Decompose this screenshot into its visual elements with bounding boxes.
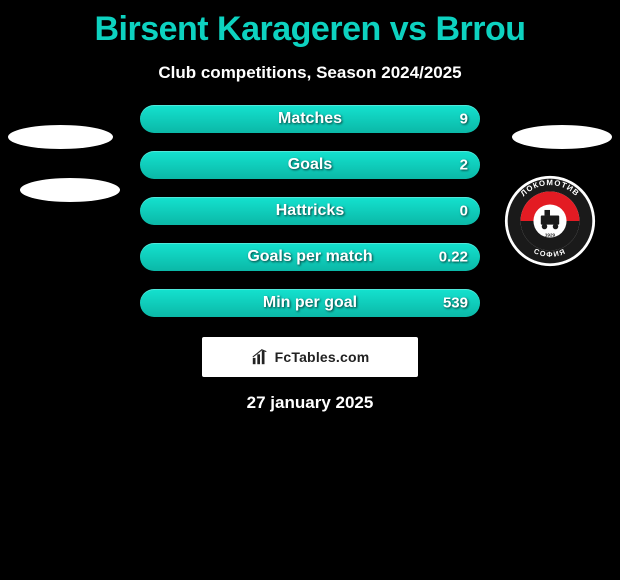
player-left-club-placeholder <box>20 178 120 202</box>
stat-label: Matches <box>278 110 342 128</box>
watermark: FcTables.com <box>202 337 418 377</box>
stat-label: Goals per match <box>247 248 372 266</box>
stat-label: Hattricks <box>276 202 344 220</box>
competition-subtitle: Club competitions, Season 2024/2025 <box>0 63 620 83</box>
stat-value: 0.22 <box>439 249 468 266</box>
bar-chart-icon <box>251 348 269 366</box>
snapshot-date: 27 january 2025 <box>0 393 620 413</box>
player-left-avatar-placeholder <box>8 125 113 149</box>
stat-bar-goals: Goals 2 <box>140 151 480 179</box>
stat-label: Goals <box>288 156 332 174</box>
watermark-text: FcTables.com <box>275 349 370 365</box>
stat-value: 9 <box>460 111 468 128</box>
stat-value: 539 <box>443 295 468 312</box>
stat-bar-matches: Matches 9 <box>140 105 480 133</box>
stat-bar-min-per-goal: Min per goal 539 <box>140 289 480 317</box>
stat-value: 2 <box>460 157 468 174</box>
comparison-card: Birsent Karageren vs Brrou Club competit… <box>0 0 620 580</box>
stat-value: 0 <box>460 203 468 220</box>
badge-year: 1929 <box>545 233 556 238</box>
stat-bar-hattricks: Hattricks 0 <box>140 197 480 225</box>
stat-bar-goals-per-match: Goals per match 0.22 <box>140 243 480 271</box>
player-right-avatar-placeholder <box>512 125 612 149</box>
club-badge-icon: ЛОКОМОТИВ СОФИЯ 1929 <box>504 175 596 267</box>
stat-label: Min per goal <box>263 294 357 312</box>
player-right-club-badge: ЛОКОМОТИВ СОФИЯ 1929 <box>504 175 596 267</box>
page-title: Birsent Karageren vs Brrou <box>0 0 620 49</box>
